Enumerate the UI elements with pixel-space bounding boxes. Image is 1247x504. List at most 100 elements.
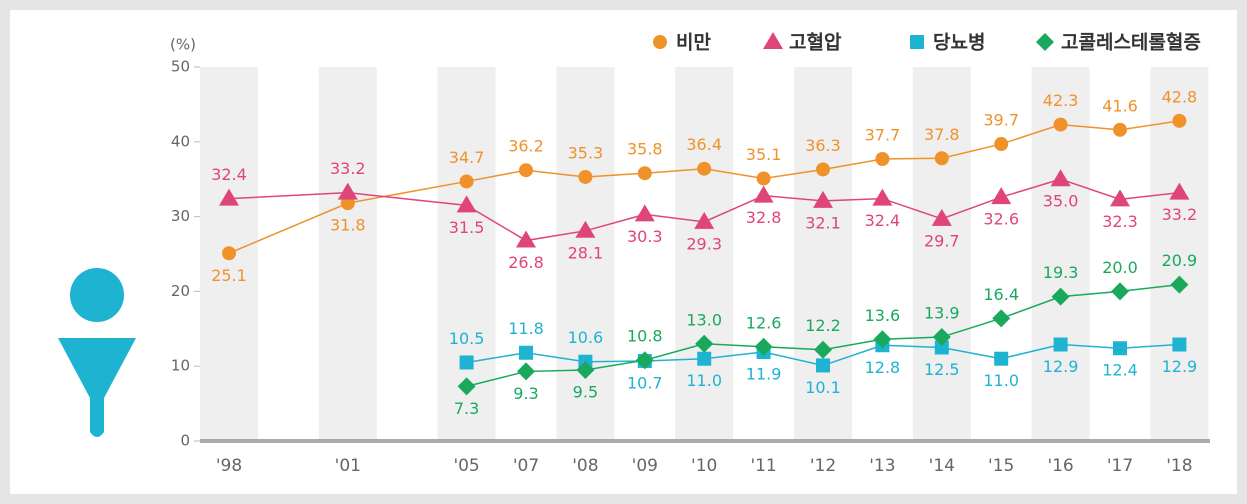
- y-tick-label: 30: [171, 207, 190, 225]
- value-label: 20.9: [1162, 251, 1198, 270]
- marker: [754, 337, 773, 356]
- marker: [222, 246, 236, 261]
- value-label: 29.7: [924, 231, 960, 250]
- marker: [219, 188, 239, 206]
- marker: [575, 220, 596, 238]
- value-label: 10.8: [627, 327, 663, 346]
- value-label: 36.3: [805, 136, 841, 155]
- y-axis-label: (%): [170, 36, 196, 54]
- value-label: 12.2: [805, 316, 841, 335]
- marker: [576, 360, 595, 379]
- value-label: 12.5: [924, 360, 960, 379]
- legend-label: 고콜레스테롤혈증: [1061, 31, 1201, 54]
- y-tick-label: 10: [171, 357, 190, 375]
- value-label: 32.8: [746, 208, 782, 227]
- band: [794, 67, 852, 441]
- value-label: 11.8: [508, 319, 544, 338]
- band: [912, 67, 971, 441]
- marker: [519, 345, 533, 360]
- marker: [653, 35, 667, 49]
- marker: [934, 340, 949, 355]
- marker: [634, 204, 655, 222]
- legend-label: 비만: [676, 32, 711, 54]
- marker: [519, 163, 533, 178]
- marker: [517, 362, 535, 381]
- marker: [991, 187, 1012, 205]
- value-label: 32.4: [865, 211, 901, 230]
- value-label: 9.5: [573, 382, 598, 401]
- value-label: 35.8: [627, 140, 663, 159]
- band: [1150, 67, 1209, 441]
- value-label: 20.0: [1102, 258, 1138, 277]
- x-tick-label: '11: [750, 456, 776, 476]
- marker: [697, 161, 712, 176]
- marker: [1051, 287, 1070, 306]
- y-tick-label: 20: [171, 282, 190, 300]
- marker: [934, 151, 949, 166]
- marker: [1110, 189, 1130, 207]
- legend-label: 당뇨병: [933, 32, 985, 54]
- x-tick-label: '98: [216, 456, 242, 476]
- value-label: 10.1: [805, 378, 841, 397]
- marker: [1169, 182, 1190, 200]
- marker: [763, 32, 783, 49]
- marker: [1053, 337, 1068, 352]
- marker: [578, 169, 593, 184]
- series: 25.1 31.8 34.7 36.2 35.3 35.8 36.4 35.1 36.3 37.7…: [211, 87, 1197, 284]
- value-label: 37.7: [865, 126, 901, 145]
- y-tick-label: 40: [171, 132, 190, 150]
- value-label: 42.3: [1043, 91, 1079, 110]
- value-label: 29.3: [686, 234, 722, 253]
- value-label: 7.3: [454, 399, 479, 418]
- marker: [635, 351, 654, 370]
- value-label: 19.3: [1043, 263, 1079, 282]
- marker: [816, 358, 830, 373]
- x-tick-label: '07: [513, 456, 539, 476]
- x-tick-label: '10: [691, 456, 717, 476]
- value-label: 35.3: [568, 143, 604, 162]
- legend-label: 고혈압: [789, 31, 842, 54]
- marker: [456, 195, 477, 213]
- value-label: 12.8: [865, 358, 901, 377]
- marker: [994, 137, 1009, 152]
- value-label: 30.3: [627, 227, 663, 246]
- x-tick-label: '15: [988, 456, 1014, 476]
- value-label: 12.4: [1102, 361, 1138, 380]
- value-label: 37.8: [924, 125, 960, 144]
- y-tick-label: 0: [180, 432, 190, 450]
- x-tick-label: '12: [810, 456, 836, 476]
- value-label: 36.2: [508, 137, 544, 156]
- marker: [637, 166, 652, 181]
- marker: [872, 188, 893, 206]
- value-label: 32.3: [1102, 212, 1138, 231]
- value-label: 10.5: [449, 329, 485, 348]
- value-label: 12.6: [746, 313, 782, 332]
- value-label: 36.4: [686, 135, 722, 154]
- value-label: 11.9: [746, 364, 782, 383]
- marker: [1111, 282, 1129, 301]
- value-label: 42.8: [1162, 87, 1198, 106]
- value-label: 32.4: [211, 165, 247, 184]
- marker: [910, 35, 924, 49]
- marker: [516, 230, 536, 248]
- value-label: 32.6: [983, 210, 1019, 229]
- marker: [1172, 337, 1187, 352]
- marker: [337, 182, 358, 200]
- marker: [994, 351, 1009, 366]
- value-label: 31.5: [449, 218, 485, 237]
- value-label: 13.9: [924, 304, 960, 323]
- y-tick-label: 50: [171, 58, 190, 76]
- x-tick-label: '17: [1107, 456, 1133, 476]
- value-label: 9.3: [513, 384, 538, 403]
- x-tick-label: '01: [335, 456, 361, 476]
- x-tick-label: '14: [929, 456, 955, 476]
- value-label: 26.8: [508, 253, 544, 272]
- value-label: 13.0: [686, 310, 722, 329]
- marker: [694, 211, 715, 229]
- marker: [814, 340, 832, 359]
- value-label: 32.1: [805, 213, 841, 232]
- marker: [875, 152, 890, 167]
- marker: [873, 330, 892, 349]
- value-label: 16.4: [983, 285, 1019, 304]
